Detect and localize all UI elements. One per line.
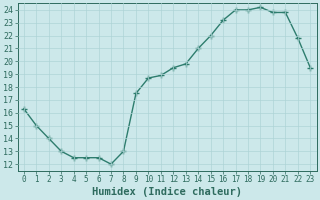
- X-axis label: Humidex (Indice chaleur): Humidex (Indice chaleur): [92, 186, 242, 197]
